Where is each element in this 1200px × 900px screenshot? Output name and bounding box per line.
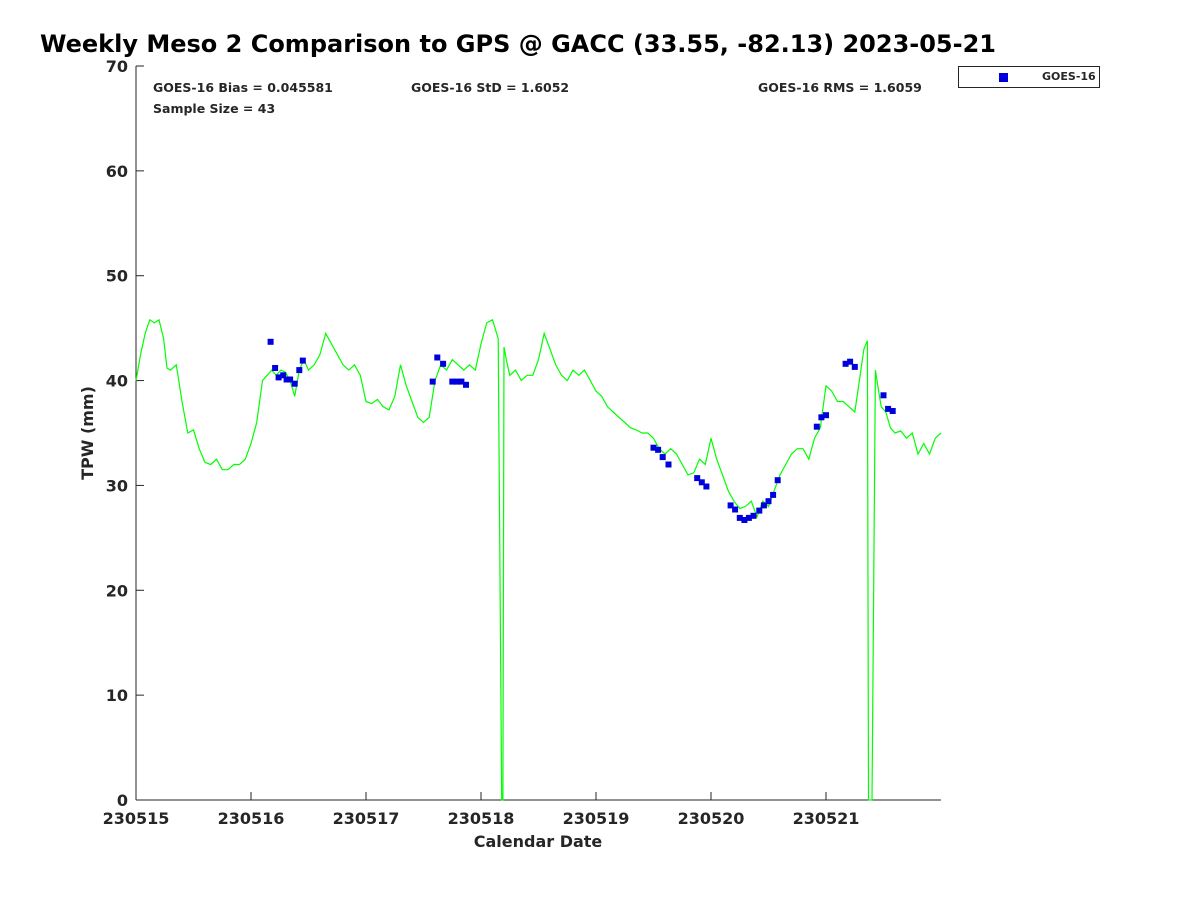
goes16-point [429,378,436,385]
goes16-point [741,517,748,523]
goes16-point [732,506,739,513]
y-tick-label: 40 [106,372,128,391]
goes16-point [736,514,743,521]
x-tick-label: 230516 [218,809,285,828]
goes16-point [267,338,274,345]
goes16-point [885,405,892,412]
goes16-point [449,378,456,385]
x-tick-label: 230517 [333,809,400,828]
goes16-point [818,414,825,421]
bias-annotation: GOES-16 Bias = 0.045581 [153,80,333,95]
y-tick-label: 50 [106,267,128,286]
y-tick-label: 20 [106,581,128,600]
goes16-point [823,412,829,419]
goes16-point [770,491,777,498]
x-tick-label: 230521 [793,809,860,828]
gps-line-layer [135,318,942,801]
goes16-point [458,378,465,385]
goes16-point [694,475,701,482]
goes16-point [463,381,469,388]
goes16-points-layer [267,338,896,523]
goes16-point [756,507,763,514]
y-tick-label: 60 [106,162,128,181]
goes16-point [703,483,710,490]
gps-series-line [135,318,942,801]
goes16-point [299,357,306,364]
y-axis-title: TPW (mm) [78,386,97,480]
goes16-point [813,423,820,430]
goes16-point [272,365,279,371]
goes16-point [745,514,752,521]
goes16-point [659,454,666,461]
goes16-point [291,380,298,387]
goes16-point [847,358,854,365]
goes16-point [453,378,460,385]
goes16-point [774,477,781,484]
x-tick-label: 230519 [563,809,630,828]
goes16-point [440,360,447,367]
legend-label: GOES-16 [1042,70,1096,83]
goes16-point [889,408,896,414]
goes16-point [280,372,287,379]
y-tick-label: 10 [106,686,128,705]
legend-marker [999,73,1008,82]
goes16-point [698,479,705,486]
goes16-point [880,392,887,399]
goes16-point [765,498,772,505]
x-axis-title: Calendar Date [474,832,603,851]
axes: 0 10 20 30 40 50 60 70 230515 230516 230517 230518 2… [103,57,941,828]
legend: GOES-16 [958,66,1100,88]
y-tick-label: 0 [117,791,128,810]
goes16-point [655,446,662,453]
sample-size-annotation: Sample Size = 43 [153,101,276,116]
y-tick-label: 30 [106,476,128,495]
y-tick-label: 70 [106,57,128,76]
goes16-point [750,512,757,519]
std-annotation: GOES-16 StD = 1.6052 [411,80,570,95]
goes16-point [851,363,858,370]
goes16-point [434,354,441,361]
goes16-point [650,444,657,451]
rms-annotation: GOES-16 RMS = 1.6059 [758,80,922,95]
x-tick-label: 230520 [678,809,745,828]
goes16-point [665,461,672,468]
goes16-point [275,374,282,381]
goes16-point [727,502,734,509]
goes16-point [842,360,849,367]
goes16-point [760,502,767,509]
goes16-point [287,376,294,383]
goes16-point [283,376,290,383]
x-tick-label: 230515 [103,809,170,828]
goes16-point [296,367,303,374]
chart-title: Weekly Meso 2 Comparison to GPS @ GACC (… [40,30,996,58]
x-tick-label: 230518 [448,809,515,828]
